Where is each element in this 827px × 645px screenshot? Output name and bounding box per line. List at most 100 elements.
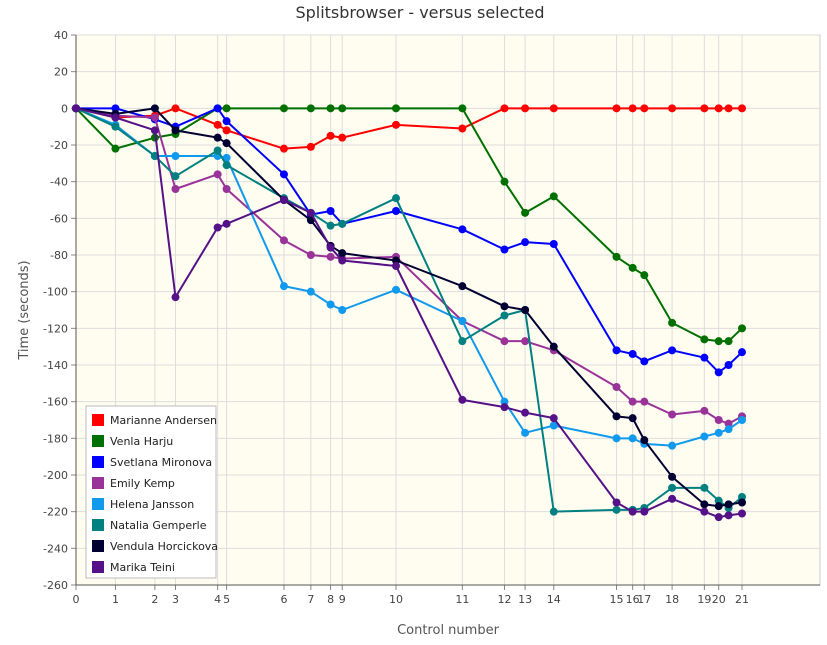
data-point bbox=[714, 416, 723, 424]
data-point bbox=[724, 425, 733, 434]
x-tick-label: 17 bbox=[637, 593, 651, 606]
legend-item: Vendula Horcickova bbox=[92, 540, 218, 553]
data-point bbox=[738, 509, 747, 518]
x-tick-label: 19 bbox=[697, 593, 711, 606]
data-point bbox=[521, 428, 530, 437]
legend-box bbox=[85, 405, 217, 579]
data-point bbox=[326, 243, 335, 252]
data-point bbox=[392, 262, 401, 270]
data-point bbox=[714, 104, 723, 113]
x-tick-label: 4 bbox=[214, 593, 221, 606]
data-point bbox=[668, 494, 677, 503]
legend-label: Venla Harju bbox=[110, 435, 173, 448]
data-point bbox=[279, 236, 288, 245]
data-point bbox=[700, 507, 709, 516]
y-tick-label: -200 bbox=[43, 469, 68, 482]
data-point bbox=[222, 117, 231, 126]
legend-label: Marianne Andersen bbox=[110, 414, 217, 427]
data-point bbox=[714, 368, 723, 377]
data-point bbox=[738, 416, 747, 424]
data-point bbox=[668, 441, 677, 450]
data-point bbox=[500, 397, 509, 406]
data-point bbox=[222, 161, 231, 170]
legend-swatch bbox=[92, 540, 104, 552]
legend-label: Marika Teini bbox=[110, 561, 175, 574]
data-point bbox=[724, 104, 733, 113]
data-point bbox=[392, 194, 401, 203]
data-point bbox=[700, 432, 709, 441]
x-tick-label: 5 bbox=[223, 593, 230, 606]
x-tick-label: 3 bbox=[172, 593, 179, 606]
data-point bbox=[500, 177, 509, 186]
data-point bbox=[628, 507, 637, 516]
data-point bbox=[213, 146, 222, 155]
data-point bbox=[500, 104, 509, 113]
legend-swatch bbox=[92, 456, 104, 468]
data-point bbox=[549, 104, 558, 113]
data-point bbox=[700, 335, 709, 344]
legend-swatch bbox=[92, 477, 104, 489]
data-point bbox=[458, 337, 467, 346]
x-tick-label: 21 bbox=[735, 593, 749, 606]
data-point bbox=[213, 120, 222, 129]
x-tick-label: 1 bbox=[112, 593, 119, 606]
data-point bbox=[213, 104, 222, 113]
data-point bbox=[714, 496, 723, 505]
data-point bbox=[306, 287, 315, 296]
data-point bbox=[628, 263, 637, 272]
data-point bbox=[72, 104, 80, 113]
data-point bbox=[724, 500, 733, 509]
data-point bbox=[392, 120, 401, 129]
y-tick-label: -80 bbox=[50, 249, 68, 262]
y-tick-label: 20 bbox=[54, 66, 68, 79]
data-point bbox=[150, 126, 159, 135]
data-point bbox=[628, 434, 637, 443]
data-point bbox=[640, 271, 649, 280]
data-point bbox=[213, 170, 222, 179]
data-point bbox=[326, 131, 335, 140]
x-tick-label: 20 bbox=[712, 593, 726, 606]
data-point bbox=[700, 353, 709, 362]
data-point bbox=[700, 104, 709, 113]
data-point bbox=[326, 252, 335, 261]
data-point bbox=[279, 170, 288, 179]
data-point bbox=[640, 357, 649, 366]
legend-label: Svetlana Mironova bbox=[110, 456, 212, 469]
data-point bbox=[111, 113, 120, 122]
data-point bbox=[668, 104, 677, 113]
data-point bbox=[612, 498, 621, 507]
data-point bbox=[724, 337, 733, 346]
x-tick-label: 13 bbox=[518, 593, 532, 606]
legend-item: Emily Kemp bbox=[92, 477, 175, 490]
data-point bbox=[668, 410, 677, 419]
data-point bbox=[171, 126, 180, 135]
series-0 bbox=[72, 104, 747, 153]
data-point bbox=[111, 122, 120, 131]
y-tick-label: -40 bbox=[50, 176, 68, 189]
data-point bbox=[738, 104, 747, 113]
data-point bbox=[612, 383, 621, 391]
data-point bbox=[458, 225, 467, 234]
data-point bbox=[628, 397, 637, 406]
x-tick-label: 14 bbox=[547, 593, 561, 606]
data-point bbox=[668, 318, 677, 327]
y-tick-label: -260 bbox=[43, 579, 68, 592]
series-7 bbox=[72, 104, 747, 522]
data-point bbox=[724, 419, 733, 428]
data-point bbox=[521, 408, 530, 417]
data-point bbox=[700, 500, 709, 509]
x-tick-label: 18 bbox=[665, 593, 679, 606]
data-point bbox=[640, 104, 649, 113]
data-point bbox=[521, 238, 530, 247]
data-point bbox=[549, 192, 558, 201]
legend-swatch bbox=[92, 519, 104, 531]
y-tick-label: -240 bbox=[43, 542, 68, 555]
data-point bbox=[338, 249, 347, 258]
data-point bbox=[338, 256, 347, 265]
legend-swatch bbox=[92, 561, 104, 573]
data-point bbox=[628, 350, 637, 358]
x-tick-label: 0 bbox=[73, 593, 80, 606]
x-tick-label: 11 bbox=[455, 593, 469, 606]
legend-item: Natalia Gemperle bbox=[92, 519, 207, 532]
